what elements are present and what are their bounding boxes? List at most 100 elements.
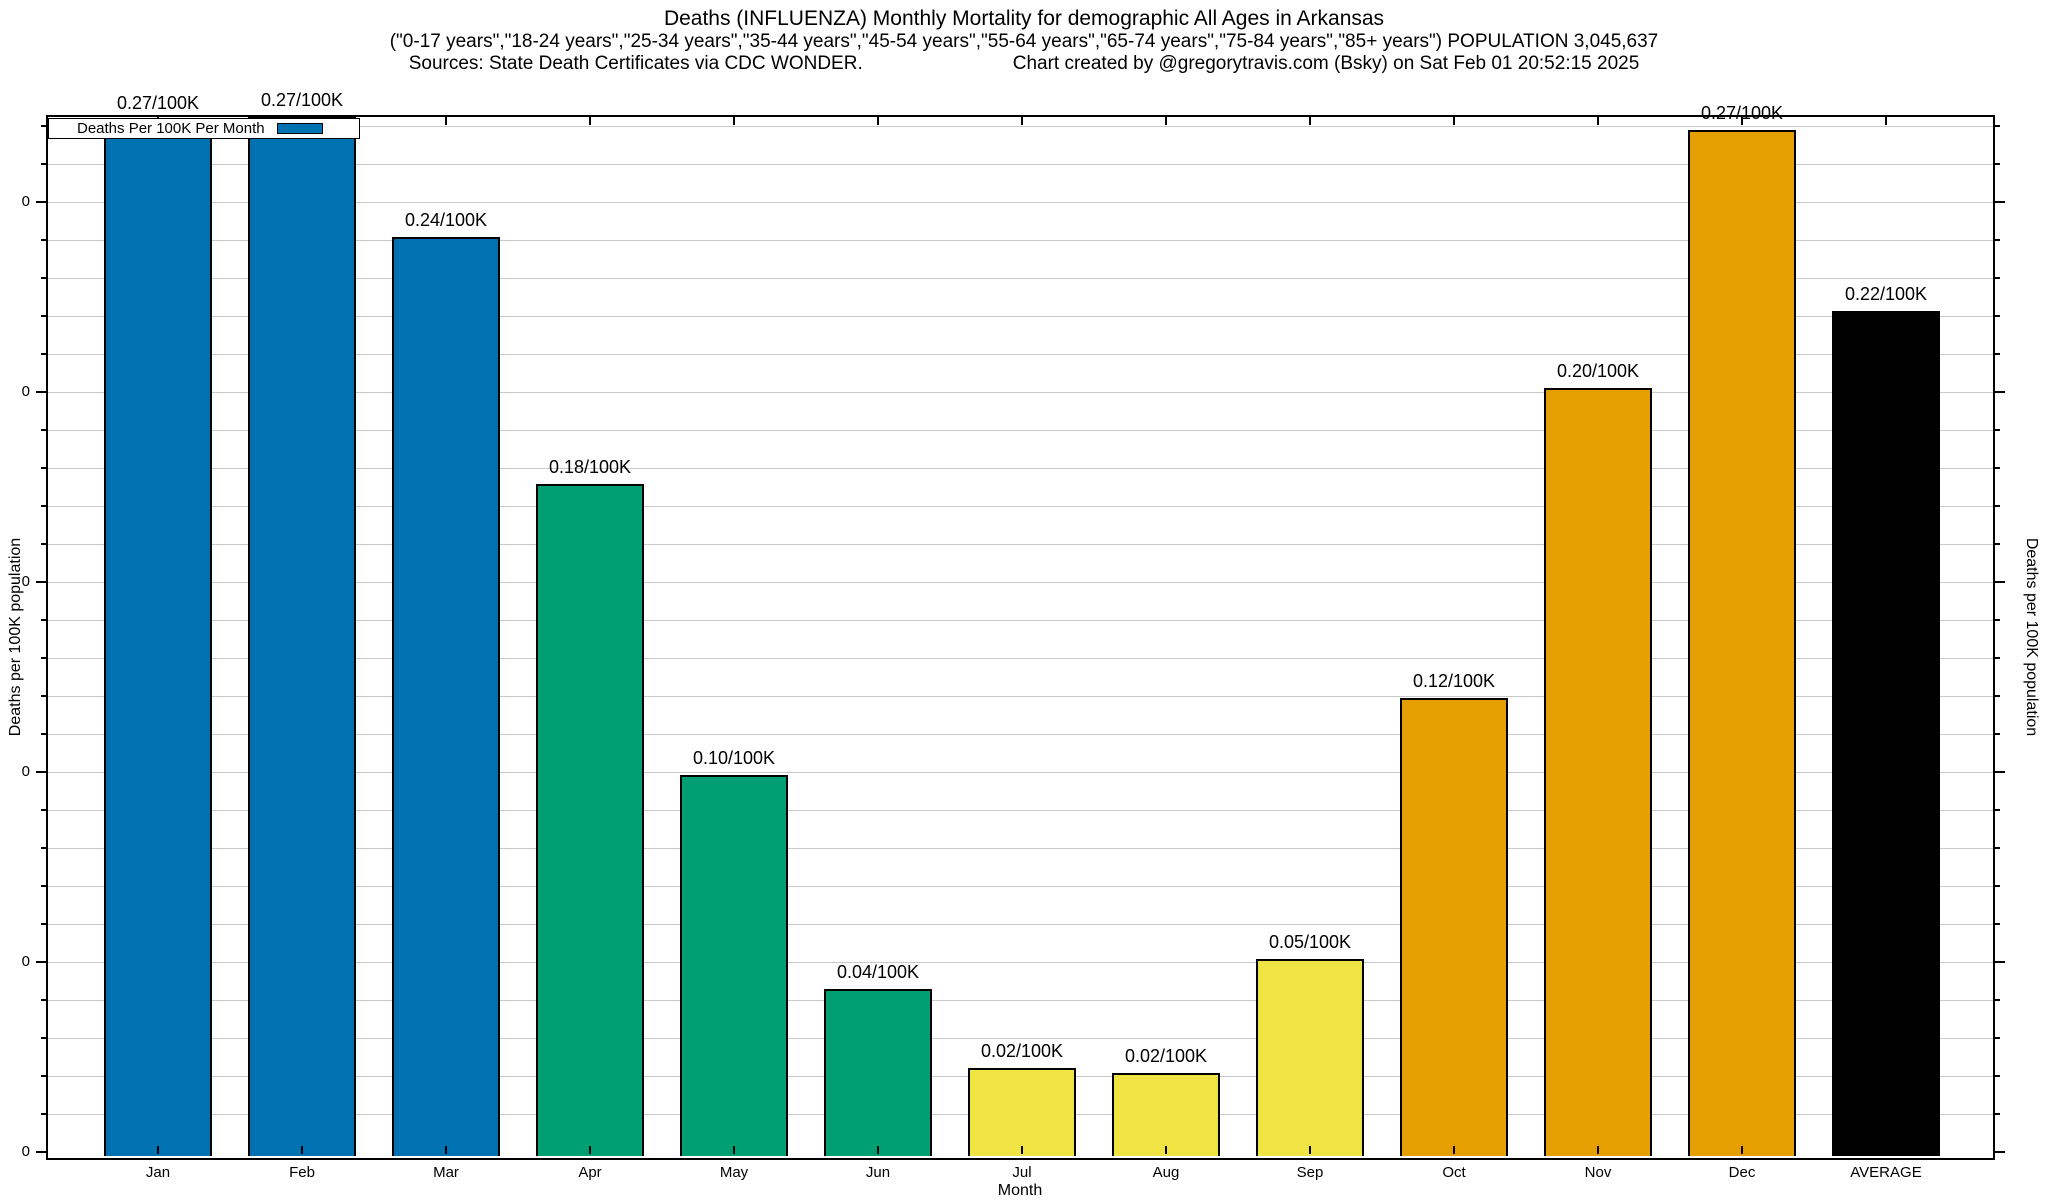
x-tick-label-jul: Jul: [1012, 1164, 1032, 1181]
y-axis-tick: [1995, 923, 2000, 925]
x-tick-label-oct: Oct: [1442, 1164, 1466, 1181]
x-axis-tick: [1885, 117, 1887, 125]
x-axis-tick: [733, 1146, 735, 1154]
bar-dec: [1688, 129, 1796, 1156]
minor-gridline: [48, 886, 1993, 887]
x-axis-tick: [589, 1146, 591, 1154]
y-axis-tick: [1995, 1037, 2000, 1039]
y-axis-tick: [1995, 695, 2000, 697]
x-tick-label-sep: Sep: [1296, 1164, 1324, 1181]
y-axis-tick: [41, 809, 46, 811]
bar-value-label-mar: 0.24/100K: [404, 209, 488, 230]
y-axis-tick: [1995, 391, 2005, 393]
y-axis-tick: [1995, 353, 2000, 355]
y-axis-tick: [41, 923, 46, 925]
bar-nov: [1544, 387, 1652, 1156]
y-axis-tick: [36, 1151, 46, 1153]
minor-gridline: [48, 1038, 1993, 1039]
y-axis-tick: [41, 885, 46, 887]
y-axis-tick: [1995, 847, 2000, 849]
y-axis-tick: [1995, 1151, 2005, 1153]
y-axis-tick: [41, 467, 46, 469]
minor-gridline: [48, 924, 1993, 925]
chart-subtitle-demographics: ("0-17 years","18-24 years","25-34 years…: [389, 31, 1659, 52]
y-axis-tick: [41, 657, 46, 659]
y-axis-tick-label: 0: [21, 383, 30, 400]
y-axis-tick-label: 0: [21, 573, 30, 590]
y-axis-tick: [1995, 201, 2005, 203]
y-axis-tick: [1995, 961, 2005, 963]
y-axis-tick: [1995, 619, 2000, 621]
y-axis-tick: [1995, 581, 2005, 583]
x-tick-label-apr: Apr: [578, 1164, 602, 1181]
bar-aug: [1112, 1072, 1220, 1156]
source-credit: Sources: State Death Certificates via CD…: [408, 53, 863, 74]
x-axis-tick: [733, 117, 735, 125]
bar-value-label-average: 0.22/100K: [1844, 284, 1928, 305]
major-gridline: [48, 392, 1993, 393]
major-gridline: [48, 582, 1993, 583]
minor-gridline: [48, 240, 1993, 241]
minor-gridline: [48, 810, 1993, 811]
y-axis-tick: [41, 847, 46, 849]
y-axis-tick: [1995, 999, 2000, 1001]
minor-gridline: [48, 734, 1993, 735]
legend-label: Deaths Per 100K Per Month: [77, 120, 265, 137]
minor-gridline: [48, 164, 1993, 165]
y-axis-tick: [41, 163, 46, 165]
x-tick-label-dec: Dec: [1728, 1164, 1756, 1181]
bar-value-label-oct: 0.12/100K: [1412, 670, 1496, 691]
y-axis-tick: [1995, 505, 2000, 507]
x-axis-tick: [1309, 1146, 1311, 1154]
minor-gridline: [48, 506, 1993, 507]
x-axis-tick: [1165, 117, 1167, 125]
bar-value-label-apr: 0.18/100K: [548, 457, 632, 478]
minor-gridline: [48, 354, 1993, 355]
y-axis-tick: [1995, 125, 2000, 127]
y-axis-tick: [41, 125, 46, 127]
x-axis-tick: [589, 117, 591, 125]
bar-feb: [248, 116, 356, 1156]
chart-source-line: Sources: State Death Certificates via CD…: [0, 53, 2048, 75]
y-axis-tick: [36, 961, 46, 963]
minor-gridline: [48, 658, 1993, 659]
x-axis-tick: [1165, 1146, 1167, 1154]
y-axis-tick: [1995, 315, 2000, 317]
minor-gridline: [48, 848, 1993, 849]
y-axis-tick: [41, 543, 46, 545]
x-axis-tick: [157, 1146, 159, 1154]
x-tick-label-mar: Mar: [433, 1164, 459, 1181]
bar-jun: [824, 988, 932, 1156]
y-axis-tick: [1995, 1113, 2000, 1115]
major-gridline: [48, 202, 1993, 203]
y-axis-tick: [1995, 733, 2000, 735]
bar-value-label-nov: 0.20/100K: [1556, 360, 1640, 381]
y-axis-title-left: Deaths per 100K population: [7, 537, 24, 737]
author-credit: Chart created by @gregorytravis.com (Bsk…: [1012, 53, 1640, 74]
x-tick-label-nov: Nov: [1584, 1164, 1612, 1181]
x-axis-tick: [877, 117, 879, 125]
x-tick-label-jan: Jan: [145, 1164, 171, 1181]
y-axis-tick: [41, 733, 46, 735]
major-gridline: [48, 772, 1993, 773]
y-axis-tick: [41, 353, 46, 355]
y-axis-tick: [41, 999, 46, 1001]
x-axis-tick: [1021, 1146, 1023, 1154]
legend-swatch: [276, 123, 323, 134]
y-axis-tick: [1995, 1075, 2000, 1077]
y-axis-tick: [41, 1037, 46, 1039]
x-tick-label-aug: Aug: [1152, 1164, 1180, 1181]
minor-gridline: [48, 1000, 1993, 1001]
y-axis-tick: [41, 619, 46, 621]
legend: Deaths Per 100K Per Month: [48, 118, 360, 139]
minor-gridline: [48, 696, 1993, 697]
y-axis-tick: [41, 1075, 46, 1077]
x-axis-tick: [1885, 1146, 1887, 1154]
minor-gridline: [48, 316, 1993, 317]
y-axis-tick-label: 0: [21, 193, 30, 210]
x-tick-label-feb: Feb: [289, 1164, 315, 1181]
minor-gridline: [48, 430, 1993, 431]
y-axis-tick-label: 0: [21, 763, 30, 780]
bar-apr: [536, 484, 644, 1156]
